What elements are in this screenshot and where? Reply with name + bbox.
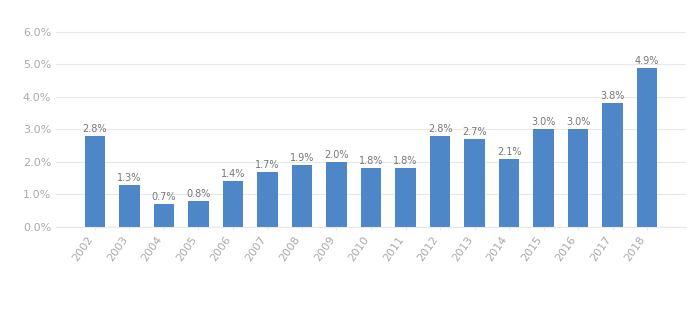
Text: 1.8%: 1.8% (359, 157, 383, 166)
Bar (430, 136, 450, 227)
Bar (223, 181, 244, 227)
Text: 1.9%: 1.9% (290, 153, 314, 163)
Bar (360, 168, 382, 227)
Text: 3.8%: 3.8% (601, 91, 624, 101)
Text: 2.8%: 2.8% (428, 124, 452, 134)
Bar (188, 201, 209, 227)
Text: 1.3%: 1.3% (118, 173, 141, 183)
Text: 2.0%: 2.0% (324, 150, 349, 160)
Text: 1.7%: 1.7% (256, 160, 280, 170)
Bar (326, 162, 346, 227)
Bar (464, 139, 485, 227)
Bar (533, 129, 554, 227)
Text: 1.8%: 1.8% (393, 157, 418, 166)
Bar (395, 168, 416, 227)
Text: 0.7%: 0.7% (152, 192, 176, 202)
Bar (568, 129, 589, 227)
Bar (153, 204, 174, 227)
Bar (602, 103, 623, 227)
Text: 3.0%: 3.0% (566, 117, 590, 128)
Bar (637, 68, 657, 227)
Bar (119, 185, 140, 227)
Text: 2.8%: 2.8% (83, 124, 107, 134)
Text: 2.1%: 2.1% (497, 147, 522, 157)
Bar (498, 159, 519, 227)
Text: 2.7%: 2.7% (462, 127, 486, 137)
Text: 0.8%: 0.8% (186, 189, 211, 199)
Text: 4.9%: 4.9% (635, 56, 659, 66)
Bar (85, 136, 105, 227)
Bar (257, 172, 278, 227)
Text: 1.4%: 1.4% (220, 169, 245, 180)
Bar (292, 165, 312, 227)
Text: 3.0%: 3.0% (531, 117, 556, 128)
